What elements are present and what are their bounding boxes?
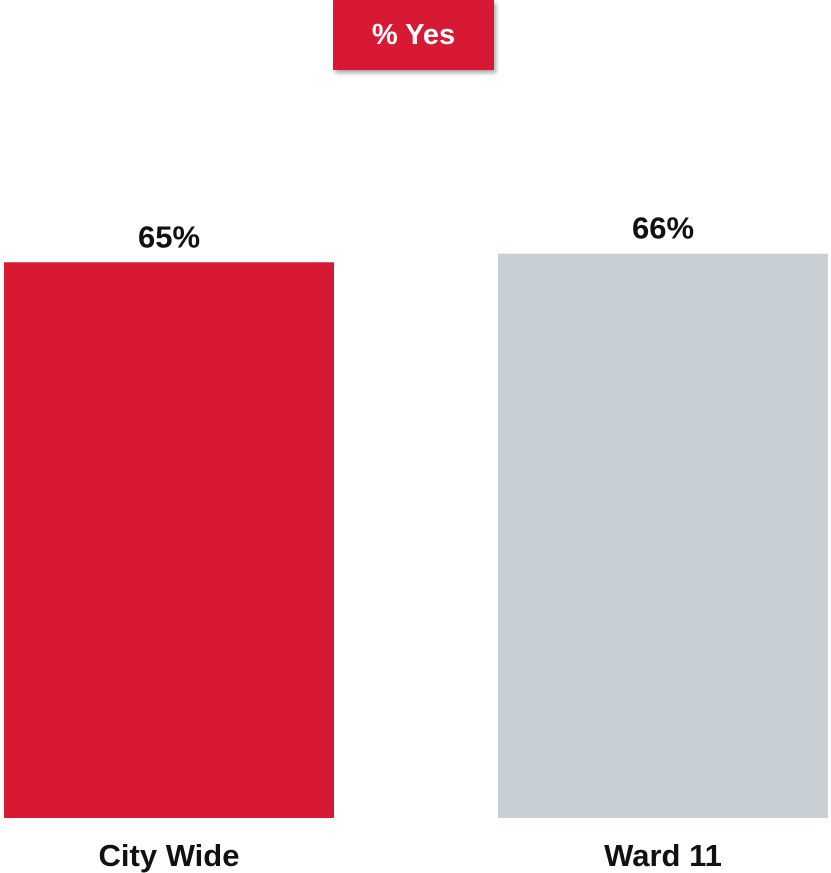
value-label: 65% xyxy=(138,219,200,254)
bar-ward-11 xyxy=(498,253,828,818)
category-label: City Wide xyxy=(99,838,240,873)
chart-title: % Yes xyxy=(333,0,494,70)
value-label: 66% xyxy=(632,211,694,246)
bar-city-wide xyxy=(4,262,334,818)
category-label: Ward 11 xyxy=(604,838,722,873)
